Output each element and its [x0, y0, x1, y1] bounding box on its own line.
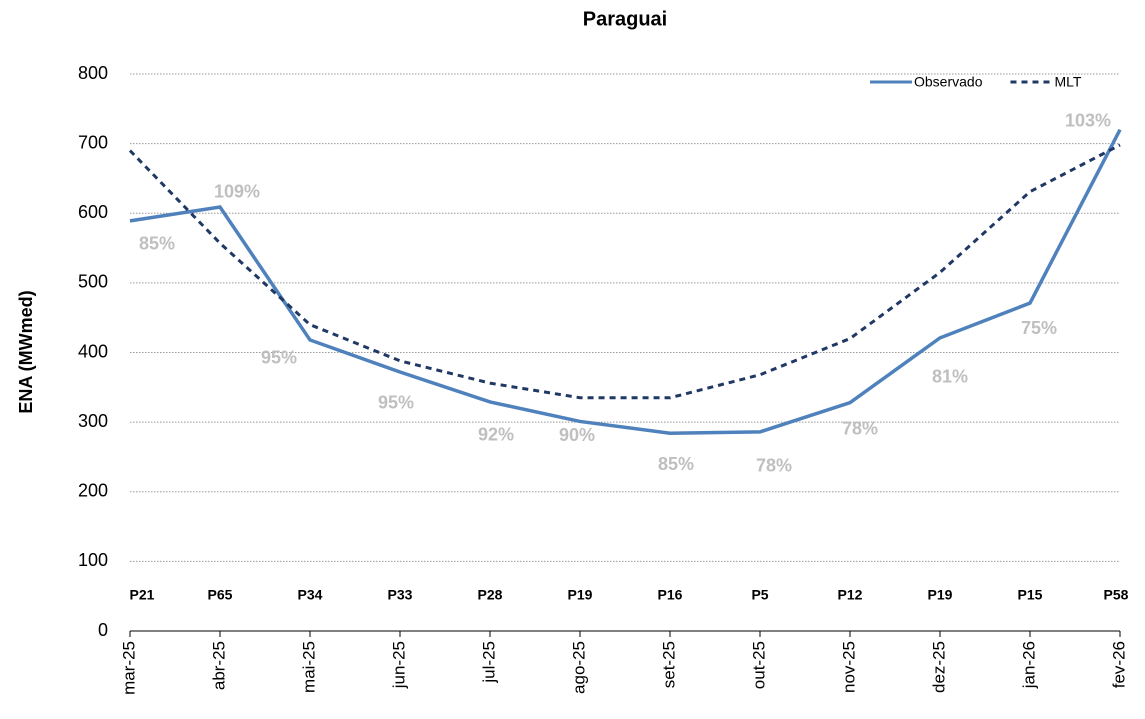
legend-label: Observado: [914, 74, 983, 90]
legend-label: MLT: [1054, 74, 1081, 90]
x-tick-label: set-25: [659, 641, 678, 688]
chart-title: Paraguai: [583, 8, 667, 30]
ratio-label: 78%: [842, 418, 878, 438]
x-tick-label: jun-25: [389, 641, 408, 689]
x-tick-label: jul-25: [479, 641, 498, 684]
y-tick-label: 500: [78, 272, 108, 292]
percentile-label: P16: [658, 587, 683, 603]
percentile-label: P19: [928, 587, 953, 603]
x-tick-label: mar-25: [119, 641, 138, 695]
ratio-label: 78%: [756, 456, 792, 476]
x-tick-label: out-25: [749, 641, 768, 689]
ratio-label: 90%: [559, 425, 595, 445]
y-tick-label: 700: [78, 132, 108, 152]
percentile-label: P34: [298, 587, 323, 603]
y-tick-label: 200: [78, 481, 108, 501]
ratio-label: 103%: [1065, 110, 1111, 130]
y-tick-label: 300: [78, 411, 108, 431]
x-tick-label: fev-26: [1109, 641, 1128, 688]
x-tick-label: dez-25: [929, 641, 948, 693]
percentile-label: P33: [388, 587, 413, 603]
series-line: [129, 128, 1122, 436]
series-line: [128, 143, 1121, 400]
percentile-label: P28: [478, 587, 503, 603]
percentile-label: P58: [1104, 587, 1129, 603]
ratio-label: 92%: [478, 425, 514, 445]
percentile-label: P21: [130, 587, 155, 603]
ratio-label: 85%: [139, 234, 175, 254]
percentile-label: P15: [1018, 587, 1043, 603]
y-tick-label: 100: [78, 550, 108, 570]
percentile-label: P19: [568, 587, 593, 603]
ratio-label: 95%: [378, 393, 414, 413]
ratio-label: 109%: [214, 182, 260, 202]
y-tick-label: 800: [78, 63, 108, 83]
x-tick-label: nov-25: [839, 641, 858, 693]
ratio-label: 85%: [658, 454, 694, 474]
ratio-label: 81%: [932, 367, 968, 387]
percentile-label: P12: [838, 587, 863, 603]
y-axis-label: ENA (MWmed): [16, 290, 36, 413]
x-tick-label: jan-26: [1019, 641, 1038, 689]
y-tick-label: 600: [78, 202, 108, 222]
y-tick-label: 400: [78, 341, 108, 361]
percentile-label: P65: [208, 587, 233, 603]
y-tick-label: 0: [98, 620, 108, 640]
ratio-label: 95%: [261, 348, 297, 368]
percentile-label: P5: [751, 587, 768, 603]
ratio-label: 75%: [1021, 318, 1057, 338]
x-tick-label: mai-25: [299, 641, 318, 693]
x-tick-label: ago-25: [569, 641, 588, 694]
x-tick-label: abr-25: [209, 641, 228, 690]
